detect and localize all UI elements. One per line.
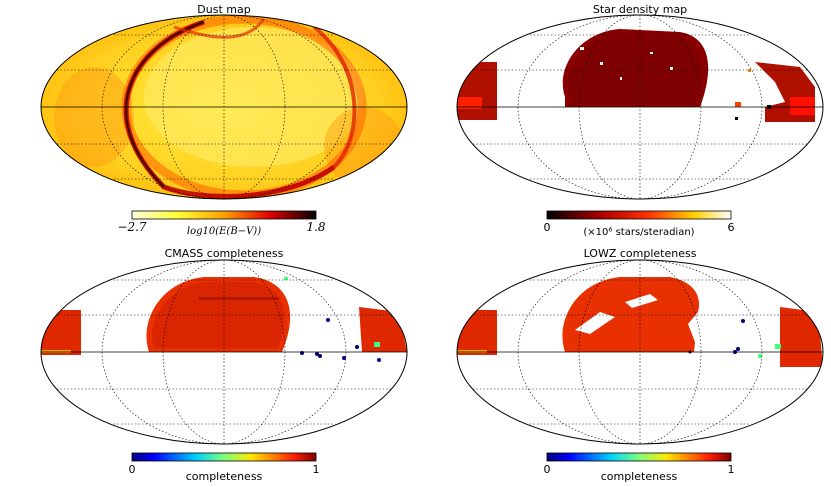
cmass-title: CMASS completeness: [165, 247, 284, 260]
lowz-colorbar-max: 1: [728, 463, 735, 476]
dust-map-title: Dust map: [197, 3, 250, 16]
cmass-colorbar-max: 1: [313, 463, 320, 476]
lowz-panel: LOWZ completeness: [456, 247, 824, 445]
cmass-colorbar-gradient: [131, 452, 317, 462]
dust-colorbar: −2.7 1.8 log10(E(B−V)): [117, 210, 326, 237]
star-colorbar-min: 0: [544, 221, 551, 234]
cmass-colorbar-min: 0: [129, 463, 136, 476]
cmass-panel: CMASS completeness: [40, 247, 408, 445]
dust-colorbar-min: −2.7: [117, 220, 147, 234]
dust-colorbar-gradient: [131, 210, 317, 220]
lowz-heatmap: [457, 277, 823, 367]
cmass-colorbar: 0 1 completeness: [129, 452, 320, 483]
dust-colorbar-max: 1.8: [306, 220, 325, 234]
lowz-colorbar: 0 1 completeness: [544, 452, 735, 483]
star-density-heatmap: [457, 29, 815, 122]
lowz-colorbar-min: 0: [544, 463, 551, 476]
lowz-title: LOWZ completeness: [584, 247, 697, 260]
dust-colorbar-label: log10(E(B−V)): [187, 226, 261, 237]
lowz-colorbar-gradient: [546, 452, 732, 462]
star-density-title: Star density map: [593, 3, 687, 16]
star-colorbar-gradient: [546, 210, 732, 220]
star-colorbar-label: (×10⁶ stars/steradian): [583, 227, 694, 238]
star-density-panel: Star density map: [456, 3, 824, 200]
dust-map-panel: Dust map: [40, 3, 408, 200]
star-colorbar: 0 6 (×10⁶ stars/steradian): [544, 210, 735, 238]
star-colorbar-max: 6: [728, 221, 735, 234]
cmass-colorbar-label: completeness: [186, 470, 263, 483]
lowz-colorbar-label: completeness: [601, 470, 678, 483]
